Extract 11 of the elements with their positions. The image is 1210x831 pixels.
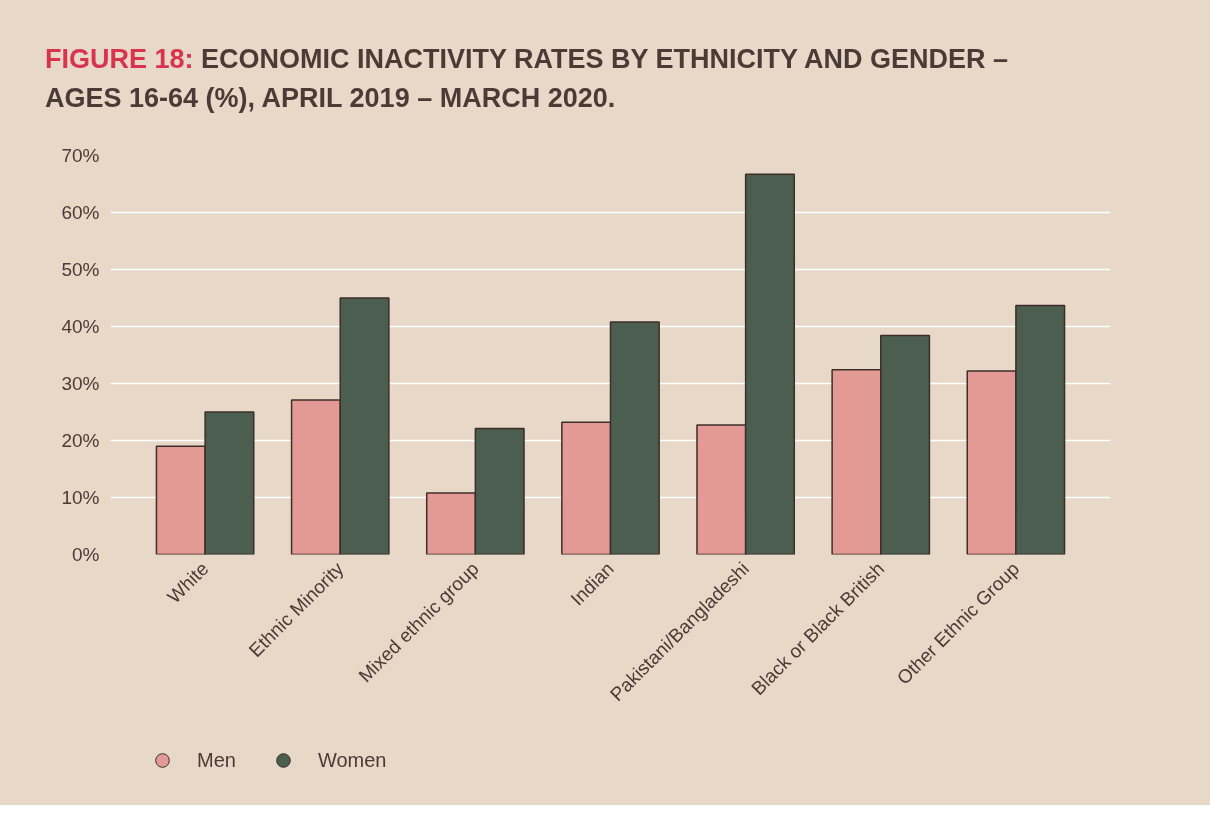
y-tick-label: 30% [61,373,100,394]
y-tick-label: 40% [61,316,100,337]
y-tick-label: 10% [61,487,100,508]
y-tick-label: 70% [61,145,100,166]
y-tick-label: 60% [61,202,100,223]
chart-title: FIGURE 18: ECONOMIC INACTIVITY RATES BY ETHNICITY AND GENDER – AGES 16-64 (%), APRIL 2019 – MARCH 2020. [44,43,1010,116]
y-tick-label: 50% [61,259,100,280]
y-tick-label: 0% [72,544,100,565]
y-tick-label: 20% [61,430,100,451]
legend-label: Men [197,748,236,772]
legend-label: Women [317,748,387,772]
